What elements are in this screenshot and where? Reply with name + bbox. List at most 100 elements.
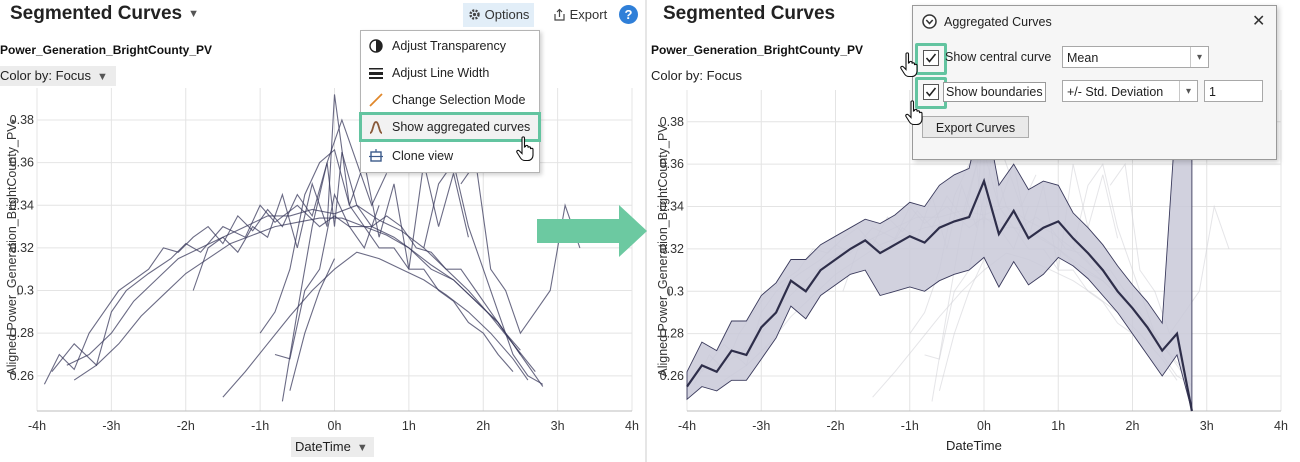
- y-tick-label: 0.34: [10, 198, 34, 212]
- color-by-select[interactable]: Color by: Focus: [651, 68, 743, 83]
- checkmark-icon: [925, 87, 937, 97]
- half-circle-icon: [369, 39, 383, 53]
- menu-item-label: Clone view: [392, 149, 454, 163]
- color-by-select[interactable]: Color by: Focus ▼: [0, 66, 116, 86]
- x-axis-selector-label: DateTime: [295, 439, 351, 454]
- background-curve: [1072, 162, 1193, 385]
- central-curve-value: Mean: [1067, 51, 1099, 65]
- boundaries-multiplier-input[interactable]: 1: [1204, 80, 1263, 102]
- y-tick-label: 0.3: [667, 284, 684, 298]
- y-axis-label: Aligned Power_Generation_BrightCounty_PV: [5, 123, 19, 376]
- x-tick-label: 3h: [1200, 419, 1214, 433]
- line-width-icon: [369, 68, 383, 79]
- curve-line: [192, 94, 469, 291]
- aggregate-curve-icon: [369, 121, 383, 134]
- x-tick-label: 3h: [551, 419, 565, 433]
- curve-line: [51, 204, 544, 387]
- menu-item-adjust-transparency[interactable]: Adjust Transparency: [361, 33, 539, 59]
- show-boundaries-label: Show boundaries: [943, 82, 1046, 102]
- y-tick-label: 0.28: [10, 326, 34, 340]
- export-label: Export: [569, 7, 608, 22]
- chevron-down-icon: ▾: [1179, 81, 1197, 101]
- options-menu: Adjust Transparency Adjust Line Width Ch…: [359, 30, 541, 173]
- clone-icon: [369, 149, 383, 162]
- x-tick-label: -1h: [251, 419, 269, 433]
- menu-item-label: Show aggregated curves: [392, 120, 531, 134]
- export-curves-button[interactable]: Export Curves: [922, 116, 1029, 138]
- x-tick-label: -3h: [752, 419, 770, 433]
- dataset-name: Power_Generation_BrightCounty_PV: [651, 43, 864, 57]
- x-axis-label: DateTime: [946, 438, 1002, 453]
- show-boundaries-checkbox[interactable]: [923, 84, 939, 100]
- transition-arrow-icon: [537, 205, 647, 257]
- y-axis-label: Aligned Power_Generation_BrightCounty_PV: [656, 124, 670, 377]
- menu-item-label: Adjust Transparency: [392, 39, 506, 53]
- y-tick-label: 0.38: [10, 113, 34, 127]
- options-button[interactable]: Options: [463, 3, 535, 27]
- show-central-curve-label: Show central curve: [945, 50, 1052, 64]
- menu-item-label: Adjust Line Width: [392, 66, 490, 80]
- x-tick-label: 2h: [476, 419, 490, 433]
- chevron-down-icon: ▾: [1190, 47, 1208, 67]
- hand-cursor-icon: [900, 52, 918, 78]
- boundaries-select[interactable]: +/- Std. Deviation ▾: [1062, 80, 1198, 102]
- x-tick-label: 1h: [1051, 419, 1065, 433]
- x-tick-label: -4h: [678, 419, 696, 433]
- export-button[interactable]: Export: [548, 3, 612, 27]
- left-line-chart[interactable]: -4h -3h -2h -1h 0h 1h 2h 3h 4h 0.26 0.28 0.3 0.32 0.3…: [0, 0, 645, 462]
- panel-title[interactable]: Segmented Curves ▼: [10, 3, 199, 25]
- x-tick-label: -1h: [901, 419, 919, 433]
- curve-line: [274, 192, 380, 360]
- background-curve: [938, 259, 985, 392]
- y-tick-label: 0.34: [660, 200, 684, 214]
- right-panel: Segmented Curves Power_Generation_Bright…: [647, 0, 1300, 462]
- curve-line: [281, 118, 388, 402]
- gear-icon: [469, 9, 480, 20]
- curve-line: [259, 148, 514, 372]
- x-tick-label: 1h: [402, 419, 416, 433]
- chevron-right-icon: ▸: [12, 116, 17, 126]
- collapse-icon[interactable]: [922, 14, 937, 29]
- y-tick-label: 0.26: [10, 369, 34, 383]
- menu-item-clone-view[interactable]: Clone view: [361, 143, 539, 169]
- x-axis-selector[interactable]: DateTime ▼: [291, 437, 374, 457]
- selection-line-icon: [369, 93, 383, 107]
- y-tick-label: 0.3: [17, 284, 34, 298]
- x-tick-label: 2h: [1126, 419, 1140, 433]
- central-curve-select[interactable]: Mean ▾: [1062, 46, 1209, 68]
- mean-curve: [686, 177, 1193, 412]
- y-tick-label: 0.32: [660, 242, 684, 256]
- y-tick-label: 0.26: [660, 369, 684, 383]
- chevron-down-icon: ▼: [356, 441, 368, 454]
- checkbox-highlight: [915, 43, 947, 75]
- dataset-name: Power_Generation_BrightCounty_PV: [0, 43, 213, 57]
- x-tick-label: 4h: [1274, 419, 1288, 433]
- checkmark-icon: [925, 53, 937, 63]
- x-tick-label: 4h: [625, 419, 639, 433]
- curve-line: [222, 251, 529, 398]
- y-tick-label: 0.36: [660, 157, 684, 171]
- show-central-curve-checkbox[interactable]: [923, 50, 939, 66]
- x-tick-label: 0h: [328, 419, 342, 433]
- menu-item-label: Change Selection Mode: [392, 93, 526, 107]
- menu-item-adjust-line-width[interactable]: Adjust Line Width: [361, 60, 539, 86]
- y-tick-label: 0.32: [10, 241, 34, 255]
- panel-title-text: Segmented Curves: [10, 3, 183, 24]
- hand-cursor-icon: [905, 100, 923, 126]
- y-tick-label: 0.28: [660, 327, 684, 341]
- hand-cursor-icon: [516, 136, 534, 162]
- help-icon[interactable]: ?: [619, 5, 638, 24]
- curve-line: [43, 151, 521, 385]
- x-tick-label: -3h: [102, 419, 120, 433]
- panel-title[interactable]: Segmented Curves: [663, 3, 836, 24]
- close-icon[interactable]: ✕: [1252, 13, 1266, 30]
- y-tick-label: 0.36: [10, 156, 34, 170]
- chevron-down-icon[interactable]: ▼: [188, 7, 200, 20]
- x-tick-label: -4h: [28, 419, 46, 433]
- chevron-down-icon: ▼: [97, 70, 108, 83]
- y-tick-label: 0.38: [660, 115, 684, 129]
- color-by-label: Color by: Focus: [0, 68, 92, 83]
- menu-item-show-aggregated-curves[interactable]: Show aggregated curves: [359, 112, 541, 142]
- menu-item-change-selection-mode[interactable]: Change Selection Mode: [361, 87, 539, 113]
- curve-line: [423, 161, 544, 385]
